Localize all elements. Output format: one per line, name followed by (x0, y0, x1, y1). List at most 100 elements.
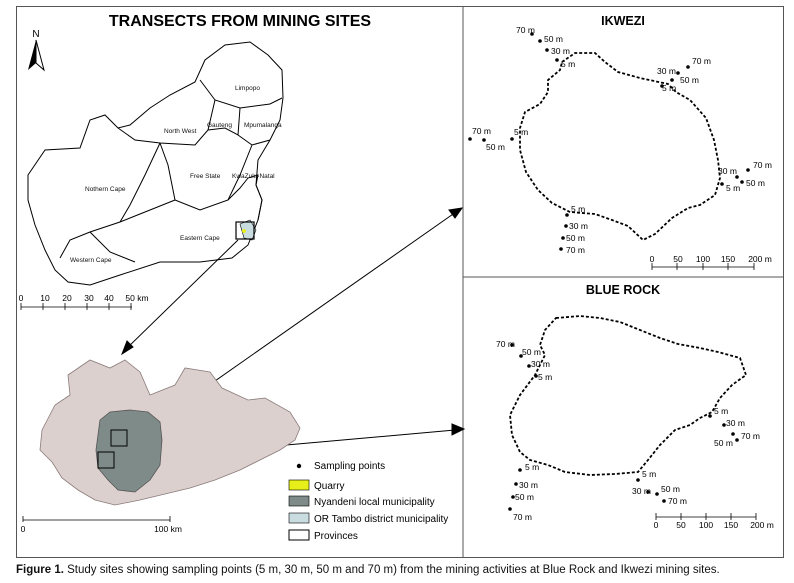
scale-district-tick-1: 100 km (154, 524, 182, 534)
scale-national-tick-2: 20 (62, 293, 72, 303)
sampling-point (646, 490, 650, 494)
or-tambo-highlight (235, 219, 257, 241)
bluerock-label: 5 m (642, 469, 656, 479)
sampling-point (527, 364, 531, 368)
figure-caption-text: Study sites showing sampling points (5 m… (63, 564, 720, 576)
ikwezi-scale-tick: 100 (696, 254, 710, 264)
sampling-point (720, 182, 724, 186)
ikwezi-label: 50 m (746, 178, 765, 188)
figure-caption-label: Figure 1. (16, 564, 64, 576)
legend-label-sampling-points: Sampling points (314, 461, 385, 472)
south-africa-provinces-map (27, 41, 284, 286)
scale-national-tick-0: 0 (19, 293, 24, 303)
or-tambo-district-area (39, 359, 301, 506)
bluerock-sampling-points (508, 343, 739, 511)
ikwezi-label: 70 m (753, 160, 772, 170)
bluerock-label: 70 m (513, 512, 532, 522)
ikwezi-label: 50 m (544, 34, 563, 44)
bluerock-label: 5 m (538, 372, 552, 382)
legend-symbol-sampling-point (296, 463, 302, 469)
sampling-point (746, 168, 750, 172)
sampling-point (735, 175, 739, 179)
province-label-northerncape: Nothern Cape (85, 186, 126, 193)
north-label: N (32, 29, 39, 40)
sampling-point (676, 71, 680, 75)
scale-bar-national-labels: 0 10 20 30 40 50 km (19, 293, 149, 303)
ikwezi-label: 30 m (657, 66, 676, 76)
ikwezi-label: 70 m (516, 25, 535, 35)
sampling-point (468, 137, 472, 141)
bluerock-label: 30 m (519, 480, 538, 490)
legend-label-provinces: Provinces (314, 531, 358, 542)
province-label-northwest: North West (164, 128, 197, 135)
bluerock-scale-tick: 200 m (750, 520, 774, 530)
province-label-gauteng: Gauteng (207, 122, 232, 129)
ikwezi-label: 5 m (726, 183, 740, 193)
north-arrow-icon: N (28, 29, 45, 72)
scale-national-tick-5: 50 km (125, 293, 148, 303)
scale-district-tick-0: 0 (21, 524, 26, 534)
arrowhead-ikwezi (448, 207, 464, 219)
main-title: TRANSECTS FROM MINING SITES (109, 13, 372, 30)
scale-bar-district (22, 516, 171, 522)
inset-box-national (235, 221, 255, 240)
bluerock-label: 70 m (741, 431, 760, 441)
province-label-westerncape: Western Cape (70, 257, 112, 264)
bluerock-point-labels: 70 m 50 m 30 m 5 m 5 m 30 m 70 m 50 m 5 … (496, 339, 760, 522)
sampling-point (559, 247, 563, 251)
legend-label-nyandeni: Nyandeni local municipality (314, 497, 435, 508)
province-boundary-northerncape (119, 142, 161, 223)
scale-national-tick-3: 30 (84, 293, 94, 303)
ikwezi-sampling-points (468, 32, 750, 251)
ikwezi-label: 70 m (692, 56, 711, 66)
scale-national-tick-1: 10 (40, 293, 50, 303)
bluerock-scale-tick: 150 (724, 520, 738, 530)
ikwezi-title: IKWEZI (601, 14, 645, 28)
province-label-freestate: Free State (190, 173, 221, 180)
bluerock-label: 30 m (632, 486, 651, 496)
ikwezi-scale-bar (651, 263, 755, 270)
legend-swatch-quarry (288, 479, 310, 491)
ikwezi-scale-labels: 0 50 100 150 200 m (650, 254, 772, 264)
legend-swatch-nyandeni (288, 495, 310, 507)
legend-swatch-or-tambo (288, 512, 310, 524)
sampling-point (686, 65, 690, 69)
province-boundary-gauteng (207, 107, 241, 136)
province-boundary-easterncape (59, 199, 176, 259)
legend-label-quarry: Quarry (314, 481, 345, 492)
sampling-point (731, 432, 735, 436)
bluerock-label: 5 m (525, 462, 539, 472)
province-boundary-westerncape (89, 231, 136, 263)
ikwezi-label: 5 m (514, 127, 528, 137)
bluerock-scale-bar (655, 513, 757, 520)
sampling-point (722, 423, 726, 427)
province-boundary-freestate (159, 142, 253, 211)
ikwezi-label: 30 m (718, 166, 737, 176)
province-boundary-northwest (117, 99, 216, 146)
ikwezi-scale-tick: 0 (650, 254, 655, 264)
legend: Sampling points Quarry Nyandeni local mu… (288, 461, 448, 542)
ikwezi-label: 70 m (566, 245, 585, 255)
bluerock-scale-tick: 0 (654, 520, 659, 530)
bluerock-scale-labels: 0 50 100 150 200 m (654, 520, 774, 530)
ikwezi-point-labels: 70 m 50 m 30 m 5 m 70 m 30 m 50 m 5 m 70… (472, 25, 772, 255)
inset-box-bluerock (97, 451, 115, 469)
ikwezi-label: 5 m (561, 59, 575, 69)
ikwezi-label: 5 m (662, 83, 676, 93)
province-label-kzn: KwaZulu-Natal (232, 173, 275, 180)
province-label-easterncape: Eastern Cape (180, 235, 220, 242)
province-outline (27, 41, 284, 286)
bluerock-scale-tick: 100 (699, 520, 713, 530)
sampling-point (565, 213, 569, 217)
legend-label-or-tambo: OR Tambo district municipality (314, 514, 448, 525)
ikwezi-label: 50 m (566, 233, 585, 243)
sampling-point (519, 354, 523, 358)
bluerock-scale-tick: 50 (676, 520, 686, 530)
sampling-point (534, 374, 538, 378)
inset-box-ikwezi (110, 429, 128, 447)
province-label-limpopo: Limpopo (235, 85, 260, 92)
ikwezi-label: 50 m (486, 142, 505, 152)
sampling-point (510, 343, 514, 347)
sampling-point (538, 39, 542, 43)
sampling-point (555, 58, 559, 62)
